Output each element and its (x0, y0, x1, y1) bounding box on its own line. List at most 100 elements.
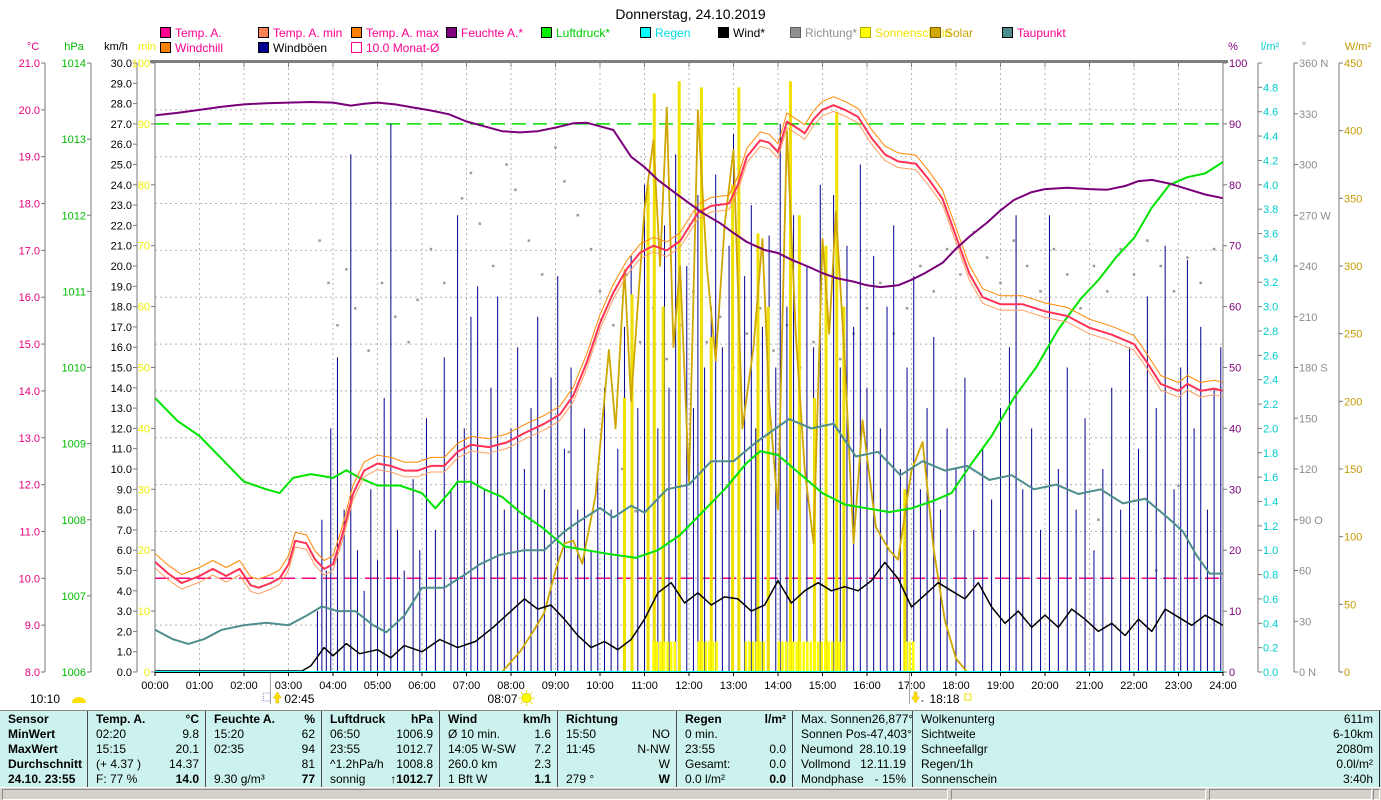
table-row: 02:20 9.8 (96, 727, 199, 741)
weather-chart-canvas[interactable]: °C 21.0 20.0 19.0 18.0 17.0 16.0 15.0 14.0 13.0 12… (0, 0, 1381, 710)
legend-item: 10.0 Monat-Ø (351, 41, 439, 55)
legend-swatch-icon (160, 42, 171, 53)
svg-text:20:00: 20:00 (1031, 680, 1059, 692)
table-row: Schneefallgr 2080m (921, 742, 1373, 756)
svg-text:16.0: 16.0 (19, 292, 40, 304)
svg-text:15.0: 15.0 (111, 363, 132, 375)
chart-legend: Temp. A. Temp. A. min Temp. A. max Feuchte … (0, 26, 1381, 58)
svg-text:08:00: 08:00 (497, 680, 525, 692)
svg-text:8.0: 8.0 (25, 667, 40, 679)
table-row: Sonnenschein 3:40h (921, 772, 1373, 786)
svg-text:240: 240 (1299, 261, 1317, 273)
svg-text:1013: 1013 (62, 134, 86, 146)
svg-text:50: 50 (1344, 599, 1356, 611)
svg-text:70: 70 (1229, 241, 1241, 253)
svg-text:14:00: 14:00 (764, 680, 792, 692)
legend-item: Windböen (258, 41, 327, 55)
svg-text:11.0: 11.0 (111, 444, 132, 456)
svg-text:4.6: 4.6 (1263, 107, 1278, 119)
svg-text:0: 0 (144, 667, 150, 679)
series-sonnenschein-bars (622, 81, 907, 672)
page-title: Donnerstag, 24.10.2019 (615, 6, 766, 22)
svg-text:°: ° (1302, 41, 1306, 53)
svg-text:1010: 1010 (62, 363, 86, 375)
table-row: Wolkenunterg 611m (921, 712, 1373, 726)
legend-item: Temp. A. min (258, 26, 342, 40)
svg-text:10: 10 (138, 606, 150, 618)
table-row: F: 77 % 14.0 (96, 772, 199, 786)
svg-text:l/m²: l/m² (1261, 41, 1280, 53)
svg-text:10.0: 10.0 (19, 573, 40, 585)
svg-text:100: 100 (1344, 532, 1362, 544)
svg-text:02:00: 02:00 (230, 680, 258, 692)
svg-text:1.2: 1.2 (1263, 521, 1278, 533)
legend-label: Luftdruck* (556, 26, 611, 40)
moonrise-arrow-icon (272, 691, 282, 704)
table-row: 260.0 km 2.3 (448, 757, 551, 771)
svg-text:16.0: 16.0 (111, 342, 132, 354)
svg-text:4.4: 4.4 (1263, 131, 1278, 143)
legend-swatch-icon (718, 27, 729, 38)
svg-text:27.0: 27.0 (111, 119, 132, 131)
table-row: 23:55 1012.7 (330, 742, 433, 756)
legend-label: Wind* (733, 26, 766, 40)
legend-item: Windchill (160, 41, 223, 55)
table-col-regen: Regen l/m² 0 min. 23:55 0.0 Gesamt: 0.0 0.0 l/m… (677, 711, 793, 787)
svg-text:10:00: 10:00 (586, 680, 614, 692)
legend-label: 10.0 Monat-Ø (366, 41, 440, 55)
plot-area[interactable] (155, 63, 1223, 672)
legend-swatch-icon (351, 27, 362, 38)
status-bar (0, 788, 1381, 800)
table-col-richtung: Richtung 15:50 NO 11:45 N-NW W 279 ° W (558, 711, 677, 787)
svg-text:3.6: 3.6 (1263, 229, 1278, 241)
table-row: Neumond 28.10.19 (801, 742, 906, 756)
sunrise-sun-icon (518, 690, 535, 706)
table-col-feuchtea: Feuchte A.% 15:20 62 02:35 94 81 9.30 g/m³ 77 (206, 711, 322, 787)
x-axis: 00:00 01:00 02:00 03:00 04:00 05:00 06:00 07:00… (141, 63, 1237, 692)
svg-text:29.0: 29.0 (111, 78, 132, 90)
svg-text:05:00: 05:00 (364, 680, 392, 692)
svg-text:12:00: 12:00 (675, 680, 703, 692)
svg-text:210: 210 (1299, 312, 1317, 324)
legend-label: Feuchte A.* (461, 26, 524, 40)
table-row: Max. Sonnen 26,877° (801, 712, 912, 726)
sunset-arrow-icon (911, 691, 920, 704)
table-row: 0.0 l/m² 0.0 (685, 772, 786, 786)
sunset-square-icon (964, 693, 972, 701)
table-row: Regen/1h 0.0l/m² (921, 757, 1373, 771)
series-taupunkt (154, 418, 1223, 645)
svg-text:24.0: 24.0 (111, 180, 132, 192)
legend-swatch-icon (541, 27, 552, 38)
svg-text:20: 20 (138, 545, 150, 557)
svg-text:360 N: 360 N (1299, 58, 1328, 70)
series-sonnenschein-ticks (652, 641, 915, 672)
svg-text:15.0: 15.0 (19, 339, 40, 351)
legend-swatch-icon (160, 27, 171, 38)
table-row: Sensor (8, 712, 49, 726)
legend-swatch-icon (351, 42, 362, 53)
svg-text:10.0: 10.0 (111, 464, 132, 476)
svg-text:22:00: 22:00 (1120, 680, 1148, 692)
svg-text:30: 30 (1229, 484, 1241, 496)
legend-swatch-icon (860, 27, 871, 38)
svg-text:8.0: 8.0 (117, 505, 132, 517)
legend-label: Windböen (273, 41, 328, 55)
table-row: 279 ° W (566, 772, 670, 786)
svg-text:60: 60 (138, 302, 150, 314)
svg-text:100: 100 (1229, 58, 1247, 70)
svg-text:2.6: 2.6 (1263, 350, 1278, 362)
series-luftdruck (154, 161, 1224, 559)
svg-text:W/m²: W/m² (1345, 41, 1372, 53)
svg-text:0.6: 0.6 (1263, 594, 1278, 606)
svg-text:9.0: 9.0 (117, 484, 132, 496)
svg-text:18:18: 18:18 (930, 692, 960, 706)
svg-text:90 O: 90 O (1299, 515, 1323, 527)
status-bar-segment (1209, 789, 1372, 800)
svg-text:08:07: 08:07 (488, 692, 518, 706)
table-row: 15:50 NO (566, 727, 670, 741)
svg-text:4.2: 4.2 (1263, 155, 1278, 167)
series-temp-min (154, 110, 1224, 595)
svg-text:14.0: 14.0 (111, 383, 132, 395)
svg-text:100: 100 (132, 58, 150, 70)
legend-swatch-icon (790, 27, 801, 38)
